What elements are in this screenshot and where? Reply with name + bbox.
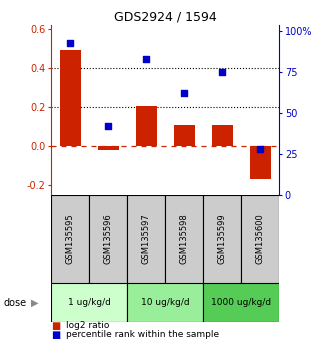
Point [144, 56, 149, 62]
Text: ■: ■ [51, 321, 61, 331]
Text: GSM135599: GSM135599 [218, 213, 227, 264]
Point [220, 69, 225, 75]
Bar [89, 195, 127, 283]
Bar [60, 50, 81, 146]
Text: ■: ■ [51, 330, 61, 339]
Bar [203, 283, 279, 322]
Text: ▶: ▶ [30, 298, 38, 308]
Bar [127, 283, 203, 322]
Text: 10 ug/kg/d: 10 ug/kg/d [141, 298, 190, 307]
Text: percentile rank within the sample: percentile rank within the sample [66, 330, 219, 339]
Text: GSM135598: GSM135598 [180, 213, 189, 264]
Bar [51, 283, 127, 322]
Bar [250, 146, 271, 179]
Text: GSM135595: GSM135595 [66, 213, 75, 264]
Bar [241, 195, 279, 283]
Text: 1 ug/kg/d: 1 ug/kg/d [68, 298, 111, 307]
Point [182, 91, 187, 96]
Text: log2 ratio: log2 ratio [66, 321, 109, 330]
Text: GSM135600: GSM135600 [256, 213, 265, 264]
Text: GSM135596: GSM135596 [104, 213, 113, 264]
Bar [98, 146, 119, 150]
Bar [212, 125, 233, 146]
Title: GDS2924 / 1594: GDS2924 / 1594 [114, 11, 217, 24]
Text: dose: dose [3, 298, 26, 308]
Text: GSM135597: GSM135597 [142, 213, 151, 264]
Text: 1000 ug/kg/d: 1000 ug/kg/d [211, 298, 271, 307]
Bar [174, 125, 195, 146]
Point [258, 146, 263, 152]
Point [106, 123, 111, 129]
Bar [136, 106, 157, 146]
Bar [51, 195, 89, 283]
Bar [127, 195, 165, 283]
Bar [203, 195, 241, 283]
Bar [165, 195, 203, 283]
Point [68, 40, 73, 46]
